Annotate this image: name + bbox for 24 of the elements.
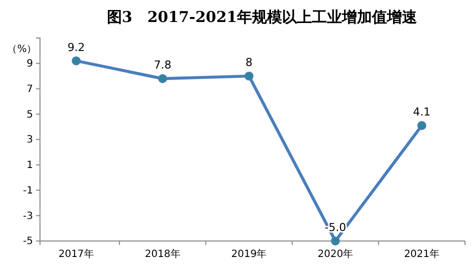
y-tick-label: 5 xyxy=(26,109,33,120)
x-tick-label: 2019年 xyxy=(231,248,267,260)
chart-title: 图3 2017-2021年规模以上工业增加值增速 xyxy=(106,8,418,26)
x-tick-label: 2018年 xyxy=(144,248,180,260)
y-tick-label: 9 xyxy=(26,58,33,70)
x-tick-label: 2017年 xyxy=(58,248,94,260)
data-label: 7.8 xyxy=(154,58,172,72)
point xyxy=(330,236,340,246)
point xyxy=(158,74,168,84)
x-tick-label: 2021年 xyxy=(404,248,440,260)
y-tick-label: -1 xyxy=(23,185,33,196)
y-tick-label: -3 xyxy=(23,210,33,222)
point xyxy=(244,72,254,81)
y-axis-title: （%） xyxy=(7,44,37,55)
point xyxy=(417,121,426,130)
y-tick-label: -5 xyxy=(23,236,33,248)
y-tick-label: 7 xyxy=(26,84,33,95)
y-tick-label: 3 xyxy=(26,134,33,146)
x-tick-label: 2020年 xyxy=(318,248,354,260)
data-label: 9.2 xyxy=(67,40,85,54)
data-label: 8 xyxy=(246,56,252,70)
data-label: 4.1 xyxy=(413,106,431,119)
y-tick-label: 1 xyxy=(26,160,33,172)
point xyxy=(72,56,81,66)
